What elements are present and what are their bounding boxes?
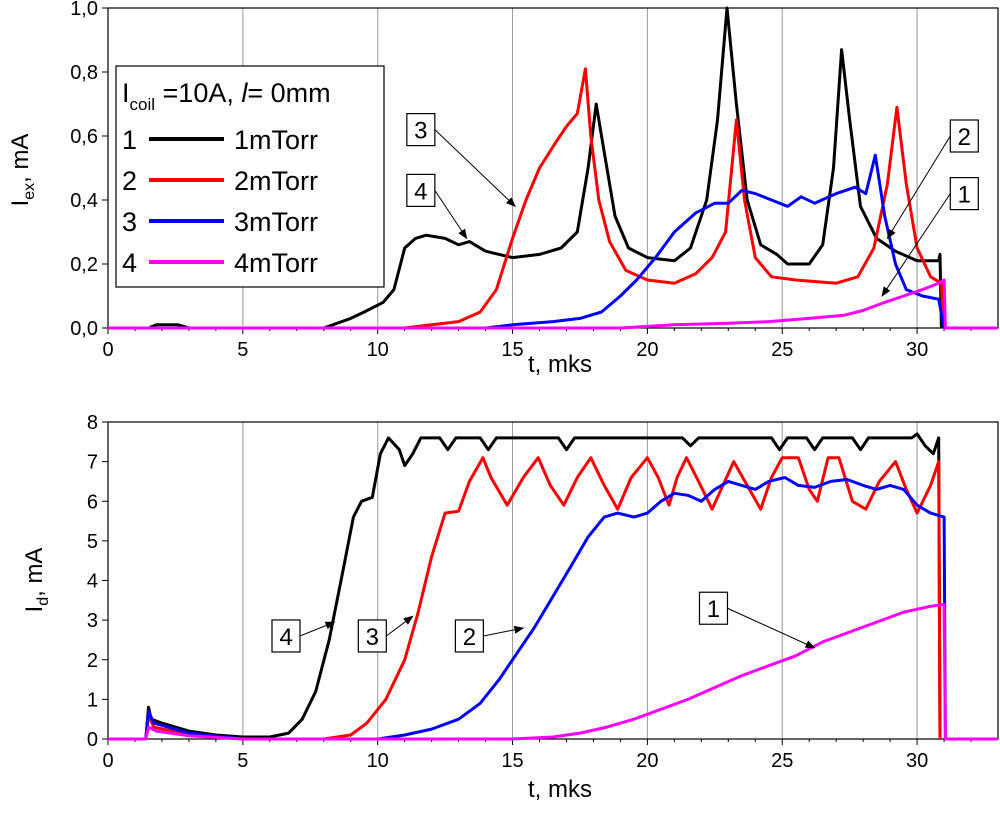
y-axis-label: Id, mA [21,548,52,613]
y-tick-label: 3 [87,610,98,632]
series-line-1 [108,432,942,741]
x-tick-label: 10 [367,339,389,361]
annotation-label: 4 [279,624,292,651]
x-tick-label: 15 [501,339,523,361]
annotation-arrow [299,621,336,637]
x-tick-label: 5 [237,750,248,772]
x-axis-label: t, mks [528,351,592,378]
annotation-box [454,619,484,653]
annotation-arrow [886,135,951,240]
y-axis-label-sub: ex [21,183,38,200]
legend-entry-number: 2 [122,166,137,196]
legend-entry-number: 3 [122,207,137,237]
y-tick-label: 0,4 [70,190,98,212]
legend-title-end: = 0mm [247,78,330,108]
legend: Icoil =10A, l= 0mm 1 1mTorr 2 2mTorr 3 3mTorr 4… [115,65,385,288]
annotation-label: 3 [414,118,427,145]
y-tick-label: 1,0 [70,0,98,20]
plot-panel-1: 0 5 10 15 20 25 30 0,0 0,2 0,4 0,6 0,8 1,0 t, mks Iex,… [7,0,999,378]
x-axis-label: t, mks [528,776,592,803]
legend-title-rest: =10A, [155,78,241,108]
x-tick-label: 25 [771,750,793,772]
annotation-arrow [386,615,414,637]
y-axis-label-main: I [21,606,48,613]
y-tick-label: 0,8 [70,62,98,84]
series-line-2 [108,67,946,330]
y-tick-label: 5 [87,531,98,553]
annotation-box [949,177,979,211]
y-tick-label: 1 [87,689,98,711]
legend-entry-number: 4 [122,248,137,278]
annotation-label: 1 [707,596,720,623]
y-tick-label: 6 [87,491,98,513]
series-line-4 [108,602,998,741]
annotation-box [406,173,436,207]
legend-entry-label: 1mTorr [234,125,318,155]
annotation-arrow [727,607,816,649]
plot-panel-2: 0 5 10 15 20 25 30 0 1 2 3 4 5 6 7 8 t, mks Id, mA 4 3 2 1 [21,412,999,803]
x-tick-label: 5 [237,339,248,361]
y-tick-label: 0 [87,729,98,751]
y-axis-label: Iex, mA [7,134,38,207]
annotation-label: 2 [463,624,476,651]
annotation-arrow [434,129,516,208]
legend-title-main: I [122,78,130,108]
y-axis-label-main: I [7,200,34,207]
y-tick-label: 4 [87,571,98,593]
x-tick-label: 30 [906,750,928,772]
x-tick-label: 0 [102,339,113,361]
y-tick-label: 0,2 [70,254,98,276]
legend-title: Icoil =10A, l= 0mm [122,78,331,114]
annotation-label: 1 [958,182,971,209]
series-line-1 [108,6,943,330]
annotation-label: 3 [366,624,379,651]
annotation-box [698,591,729,625]
legend-entry-label: 4mTorr [234,248,318,278]
legend-title-sub: coil [130,95,156,114]
y-tick-label: 2 [87,650,98,672]
legend-entry-label: 3mTorr [234,207,318,237]
y-tick-label: 0,0 [70,318,98,340]
y-axis-label-unit: , mA [7,134,34,183]
x-tick-label: 0 [102,750,113,772]
annotation-box [406,112,436,147]
annotation-arrow [483,625,525,637]
y-tick-label: 7 [87,452,98,474]
plot-frame [107,421,999,740]
annotation-arrow [434,190,468,240]
legend-entry-number: 1 [122,125,137,155]
annotation-box [271,619,301,653]
annotation-box [357,619,387,653]
series-line-3 [108,476,947,741]
x-tick-label: 20 [636,750,658,772]
y-tick-label: 8 [87,412,98,434]
y-axis-label-sub: d [35,597,52,606]
series-line-4 [108,278,998,330]
annotation-box [949,119,979,153]
x-tick-label: 20 [636,339,658,361]
y-axis-label-unit: , mA [21,548,48,597]
legend-title-italic: l [241,78,248,108]
x-tick-label: 30 [906,339,928,361]
x-tick-label: 25 [771,339,793,361]
legend-entry-label: 2mTorr [234,166,318,196]
x-tick-label: 10 [367,750,389,772]
y-tick-label: 0,6 [70,126,98,148]
annotation-label: 2 [958,124,971,151]
series-line-2 [108,456,942,741]
x-tick-label: 15 [501,750,523,772]
annotation-label: 4 [414,178,427,205]
legend-box [115,65,385,288]
annotation-arrow [881,193,951,297]
